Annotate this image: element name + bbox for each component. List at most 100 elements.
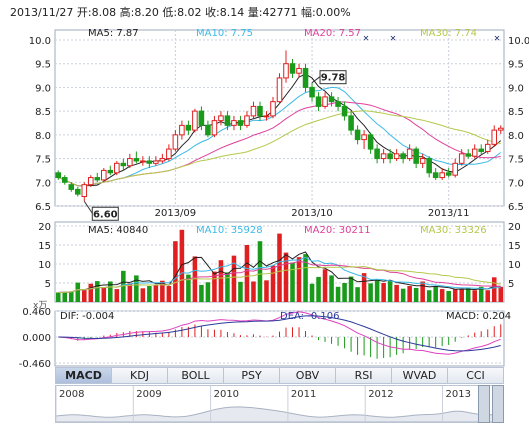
volume-unit-label: x万: [33, 301, 47, 311]
tab-cci[interactable]: CCI: [447, 367, 504, 384]
tab-wvad[interactable]: WVAD: [391, 367, 447, 384]
tab-obv[interactable]: OBV: [279, 367, 335, 384]
volume-bar: [153, 285, 159, 302]
volume-bar: [485, 290, 491, 302]
candle-body: [68, 184, 75, 190]
candle-body: [302, 67, 309, 88]
volume-bar: [348, 276, 354, 302]
volume-bar: [420, 281, 425, 302]
volume-bar: [179, 229, 185, 302]
indicator-tabs: MACD KDJ BOLL PSY OBV RSI WVAD CCI: [55, 367, 504, 384]
candle-body: [465, 153, 471, 157]
candle-body: [185, 124, 192, 131]
volume-bar: [400, 288, 406, 302]
close-label: 收:: [205, 6, 220, 19]
overview-year-label: 2009: [136, 389, 161, 400]
candle-body: [478, 148, 485, 152]
volume-ytick-right: 15: [508, 241, 521, 252]
volume-bar: [316, 276, 321, 302]
range-handle-left[interactable]: [478, 385, 490, 423]
candle-body: [140, 160, 146, 163]
tab-kdj[interactable]: KDJ: [111, 367, 167, 384]
candle-body: [400, 153, 406, 160]
tab-rsi[interactable]: RSI: [335, 367, 391, 384]
volume-bar: [283, 252, 289, 302]
volume-ytick-left: 15: [38, 241, 51, 252]
volume-ytick-right: 20: [508, 222, 521, 233]
volume-bar: [186, 274, 191, 302]
event-marker-icon: ✕: [390, 34, 397, 43]
candle-body: [133, 158, 140, 162]
candle-body: [484, 143, 491, 152]
range-handle-right[interactable]: [492, 385, 504, 423]
candle-body: [94, 177, 101, 181]
candle-body: [322, 96, 328, 107]
volume-bar: [368, 283, 373, 302]
volume-bar: [238, 281, 243, 302]
candle-body: [211, 120, 218, 136]
volume-bar: [127, 283, 133, 302]
open-label: 开:: [76, 6, 92, 19]
macd-ytick: 0.000: [22, 333, 51, 344]
volume-bar: [88, 283, 94, 302]
volume-ytick-left: 10: [38, 260, 51, 271]
candle-body: [61, 177, 68, 183]
overview-navigator[interactable]: 2008 2009 2010 2011 2012 2013: [55, 385, 504, 423]
price-ytick-left: 6.5: [35, 202, 51, 213]
volume-bar: [192, 256, 198, 302]
volume-bar: [426, 290, 432, 302]
volume-legend-ma30: MA30: 33326: [420, 225, 487, 236]
low-label: 低:: [162, 6, 178, 19]
volume-bar: [277, 233, 282, 302]
volume-ytick-left: 20: [38, 222, 51, 233]
candle-body: [387, 153, 393, 160]
volume-bar: [465, 287, 471, 302]
overview-area: [56, 406, 503, 422]
price-ytick-right: 7.5: [508, 155, 524, 166]
volume-bar: [413, 287, 419, 302]
price-ytick-right: 10.0: [508, 36, 529, 47]
tab-macd[interactable]: MACD: [55, 367, 111, 384]
candle-body: [439, 172, 445, 179]
volume-bar: [68, 291, 74, 302]
overview-year-label: 2013: [446, 389, 471, 400]
candle-body: [231, 120, 237, 126]
volume-bar: [257, 241, 263, 302]
candle-body: [159, 158, 166, 162]
volume-bar: [335, 286, 341, 302]
candle-body: [172, 134, 179, 150]
candle-body: [367, 134, 374, 150]
tab-psy[interactable]: PSY: [223, 367, 279, 384]
volume-bar: [452, 289, 458, 302]
volume-bar: [218, 260, 224, 302]
quote-date: 2013/11/27: [10, 6, 74, 19]
candle-body: [276, 77, 283, 103]
candle-body: [361, 134, 367, 141]
candle-body: [257, 105, 263, 117]
overview-year-label: 2008: [59, 389, 84, 400]
high-value: 8.20: [134, 6, 159, 19]
price-annotation-box: [91, 206, 119, 221]
candle-body: [491, 129, 498, 145]
price-ytick-left: 9.0: [35, 83, 51, 94]
candle-body: [270, 101, 276, 117]
candle-body: [458, 153, 465, 164]
overview-year-label: 2010: [214, 389, 239, 400]
volume-bar: [270, 265, 276, 302]
candle-body: [289, 63, 296, 74]
macd-dea-line: [58, 315, 501, 352]
overview-year-label: 2011: [291, 389, 316, 400]
volume-ytick-right: 10: [508, 260, 521, 271]
candle-body: [153, 160, 159, 164]
tab-boll[interactable]: BOLL: [167, 367, 223, 384]
price-ytick-left: 8.0: [35, 131, 51, 142]
price-ytick-right: 9.5: [508, 60, 524, 71]
price-ytick-left: 9.5: [35, 60, 51, 71]
price-legend-ma20: MA20: 7.57: [304, 28, 361, 39]
volume-bar: [322, 269, 328, 302]
volume-legend-ma10: MA10: 35928: [196, 225, 263, 236]
candle-body: [179, 124, 185, 136]
volume-bar: [329, 275, 334, 302]
volume-ma30-line: [58, 265, 501, 293]
